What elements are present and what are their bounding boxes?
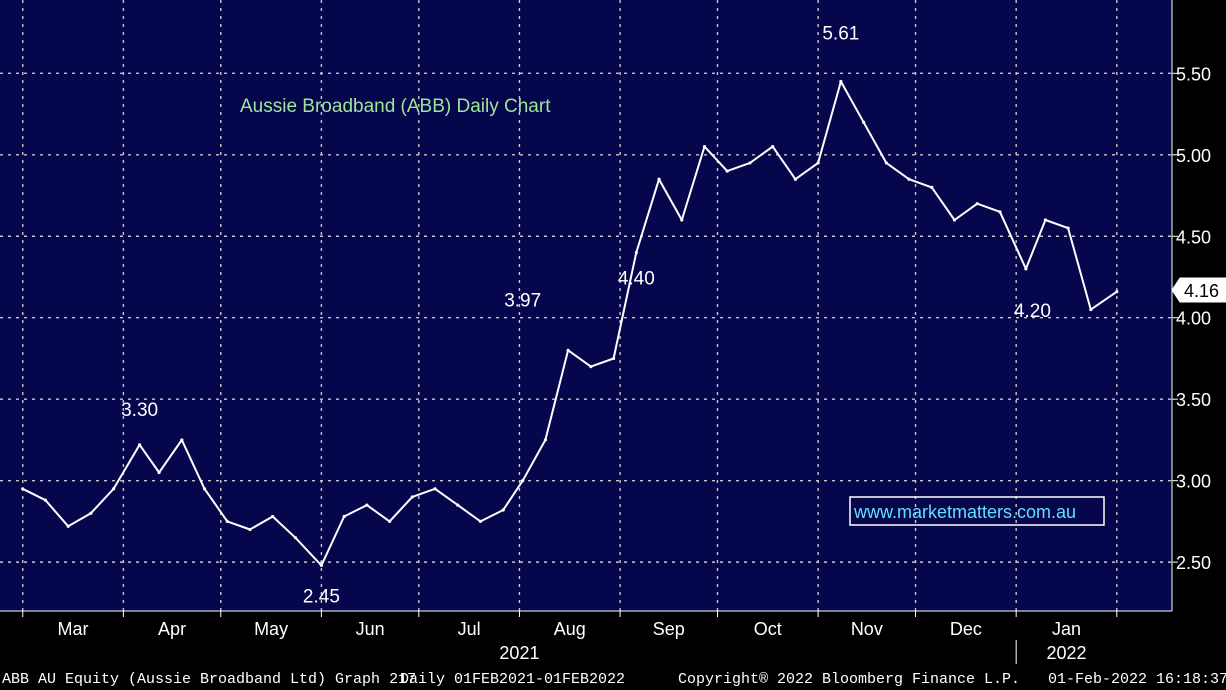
x-year-label: 2022 — [1046, 643, 1086, 663]
price-point — [1066, 226, 1070, 230]
y-tick-label: 4.50 — [1176, 227, 1211, 247]
price-point — [342, 514, 346, 519]
price-point — [521, 479, 525, 483]
footer-timestamp: 01-Feb-2022 16:18:37 — [1048, 671, 1226, 688]
price-annotation: 4.40 — [618, 269, 655, 290]
last-price-label: 4.16 — [1184, 281, 1219, 301]
price-point — [410, 495, 414, 499]
price-point — [725, 169, 729, 173]
price-point — [566, 348, 570, 352]
footer: ABB AU Equity (Aussie Broadband Ltd) Gra… — [2, 671, 1226, 688]
price-annotation: 3.97 — [504, 291, 541, 312]
price-point — [66, 524, 70, 528]
price-point — [456, 503, 460, 507]
x-tick-label: Sep — [653, 619, 685, 639]
price-annotation: 2.45 — [303, 586, 340, 607]
price-point — [748, 161, 752, 165]
y-tick-label: 5.50 — [1176, 64, 1211, 84]
price-point — [998, 210, 1002, 214]
last-price-tag-shape — [1171, 277, 1226, 303]
price-point — [365, 503, 369, 507]
plot-background — [0, 0, 1172, 611]
price-point — [157, 470, 161, 475]
price-point — [319, 563, 324, 567]
price-point — [1024, 267, 1028, 271]
price-point — [930, 185, 934, 189]
x-axis: Mar Apr May Jun Jul Aug Sep Oct Nov Dec Jan 2021 202… — [0, 610, 1172, 664]
y-tick-label: 3.00 — [1176, 472, 1211, 492]
price-point — [1115, 290, 1119, 294]
price-point — [816, 161, 820, 165]
grid — [0, 0, 1172, 611]
price-point — [138, 443, 142, 447]
price-point — [433, 487, 437, 491]
x-tick-label: Jan — [1052, 619, 1081, 639]
price-point — [793, 177, 798, 181]
watermark-box — [849, 496, 1105, 526]
price-point — [952, 218, 957, 222]
price-point — [702, 145, 707, 149]
chart-title: Aussie Broadband (ABB) Daily Chart — [240, 96, 551, 117]
price-point — [975, 202, 979, 206]
price-point — [680, 218, 684, 222]
price-point — [1089, 307, 1093, 312]
price-point — [501, 508, 505, 512]
last-price-tag: 4.16 — [1171, 277, 1226, 303]
price-point — [589, 365, 593, 369]
watermark-link[interactable]: www.marketmatters.com.au — [853, 502, 1076, 522]
price-point — [202, 487, 207, 491]
price-series — [21, 79, 1119, 567]
footer-copyright: Copyright® 2022 Bloomberg Finance L.P. — [678, 671, 1020, 688]
x-tick-label: Aug — [554, 619, 586, 639]
price-point — [89, 511, 93, 515]
y-axis: 2.50 3.00 3.50 4.00 4.50 5.00 5.50 — [1171, 0, 1211, 611]
y-tick-label: 5.00 — [1176, 146, 1211, 166]
x-tick-label: Oct — [754, 619, 782, 639]
price-point — [43, 498, 48, 502]
x-tick-label: Mar — [58, 619, 89, 639]
price-point — [907, 177, 911, 181]
price-point — [180, 438, 184, 442]
price-annotation: 3.30 — [121, 400, 158, 421]
footer-period: Daily 01FEB2021-01FEB2022 — [400, 671, 625, 688]
y-tick-label: 3.50 — [1176, 390, 1211, 410]
price-point — [657, 177, 661, 181]
x-tick-label: Nov — [851, 619, 883, 639]
price-point — [478, 519, 483, 523]
price-point — [611, 356, 616, 361]
x-tick-label: Dec — [950, 619, 982, 639]
footer-security: ABB AU Equity (Aussie Broadband Ltd) Gra… — [2, 671, 416, 688]
x-tick-label: Jul — [458, 619, 481, 639]
price-point — [293, 536, 298, 540]
price-point — [634, 250, 638, 255]
price-point — [271, 514, 275, 519]
price-point — [839, 79, 843, 84]
x-tick-label: Jun — [356, 619, 385, 639]
price-point — [248, 527, 252, 532]
y-tick-label: 2.50 — [1176, 553, 1211, 573]
price-point — [884, 161, 888, 165]
x-tick-label: May — [254, 619, 288, 639]
price-point — [225, 519, 229, 523]
x-tick-label: Apr — [158, 619, 186, 639]
price-annotation: 4.20 — [1014, 301, 1051, 322]
y-tick-label: 4.00 — [1176, 309, 1211, 329]
price-annotation: 5.61 — [822, 23, 859, 44]
price-point — [771, 145, 775, 149]
price-point — [1043, 218, 1047, 222]
price-point — [387, 519, 392, 523]
price-point — [861, 120, 866, 124]
price-annotations: 3.30 2.45 3.97 4.40 5.61 4.20 — [121, 23, 1051, 607]
x-year-label: 2021 — [499, 643, 539, 663]
price-point — [21, 487, 25, 491]
price-point — [112, 487, 116, 491]
price-point — [543, 438, 548, 442]
